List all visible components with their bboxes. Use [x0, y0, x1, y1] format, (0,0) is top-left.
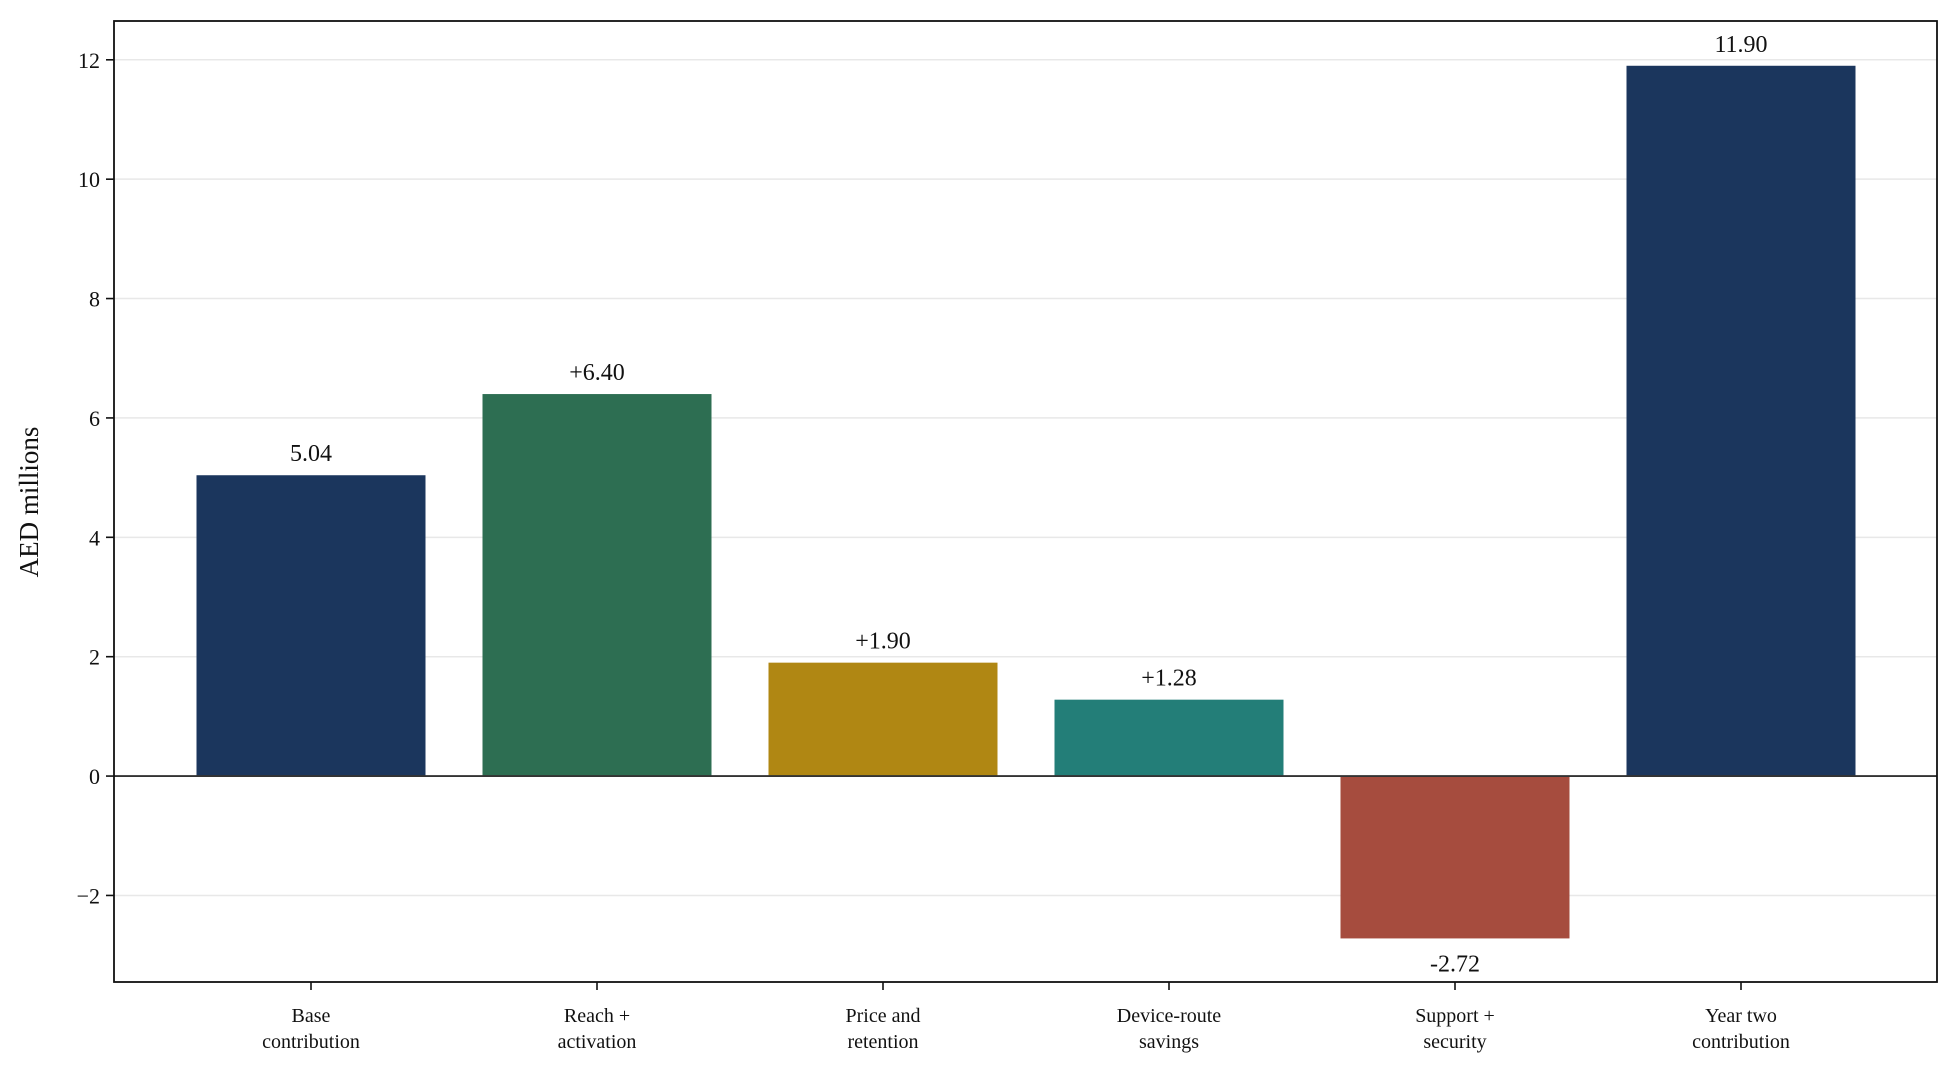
y-tick-label: 4: [89, 525, 100, 550]
data-label: 11.90: [1714, 32, 1767, 58]
x-tick-label: Reach + activation: [558, 1005, 637, 1053]
y-tick-label: 0: [89, 764, 100, 789]
y-tick-label: 8: [89, 287, 100, 312]
y-tick-label: 6: [89, 406, 100, 431]
data-label: +6.40: [569, 360, 625, 386]
y-tick-label: −2: [77, 883, 100, 908]
y-tick-label: 12: [78, 48, 100, 73]
bar: [482, 394, 712, 777]
data-label: 5.04: [290, 441, 332, 467]
x-tick-label: Device-route savings: [1117, 1005, 1222, 1053]
x-tick-label: Base contribution: [262, 1005, 360, 1053]
bar: [1054, 699, 1284, 777]
plot-frame: [113, 20, 1938, 983]
data-label: -2.72: [1430, 951, 1480, 977]
bars: [196, 65, 1856, 939]
data-labels: 5.04 +6.40 +1.90 +1.28 -2.72 11.90: [290, 32, 1768, 978]
data-label: +1.90: [855, 629, 911, 655]
bar: [1340, 776, 1570, 939]
x-tick-label: Year two contribution: [1692, 1005, 1790, 1053]
y-tick-label: 10: [78, 167, 100, 192]
x-tick-label: Price and retention: [846, 1005, 921, 1053]
x-tick-label: Support + security: [1415, 1005, 1495, 1053]
y-tick-label: 2: [89, 645, 100, 670]
axes: −2 0 2 4 6 8 10 12 Base contribution Reach + activa…: [77, 20, 1938, 1053]
bar: [196, 475, 426, 777]
y-axis-title: AED millions: [14, 427, 44, 578]
data-label: +1.28: [1141, 666, 1197, 692]
bar: [768, 662, 998, 777]
bar: [1626, 65, 1856, 777]
